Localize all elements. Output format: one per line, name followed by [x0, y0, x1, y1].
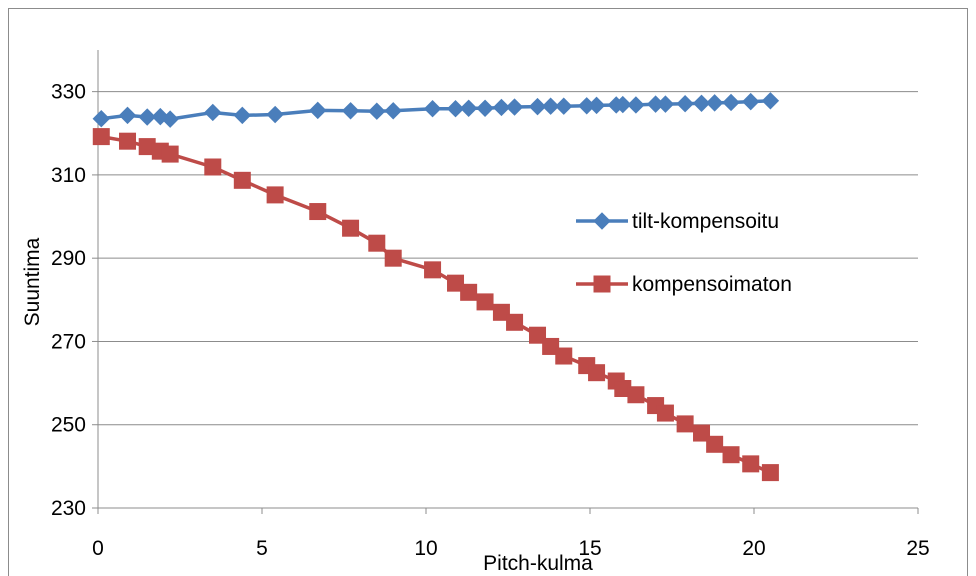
x-axis-title: Pitch-kulma — [483, 552, 593, 575]
data-point-1-19 — [542, 337, 560, 355]
data-point-0-17 — [505, 98, 524, 116]
data-point-1-9 — [342, 219, 360, 237]
data-point-0-9 — [341, 102, 360, 120]
data-point-0-14 — [459, 99, 478, 117]
data-point-1-16 — [492, 303, 510, 321]
data-point-1-29 — [693, 424, 711, 442]
y-axis-title: Suuntima — [21, 237, 44, 326]
x-tick-label-5: 5 — [256, 537, 268, 560]
data-point-0-16 — [492, 98, 511, 117]
data-point-1-32 — [742, 455, 760, 473]
series-line-1 — [100, 134, 772, 475]
data-point-0-18 — [528, 97, 547, 116]
data-point-1-31 — [722, 446, 740, 464]
legend-entry-0: tilt-kompensoitu — [576, 210, 779, 233]
data-point-1-12 — [424, 261, 442, 279]
x-tick-label-20: 20 — [742, 537, 765, 560]
y-tick-label-270: 270 — [51, 330, 86, 353]
data-point-0-7 — [266, 105, 284, 124]
legend-entry-1: kompensoimaton — [576, 273, 792, 296]
data-point-1-8 — [309, 203, 327, 221]
data-point-0-15 — [476, 99, 494, 117]
legend-marker-0 — [593, 212, 611, 230]
data-point-1-13 — [447, 274, 465, 292]
legend-label-0: tilt-kompensoitu — [632, 210, 779, 233]
tick-labels: 230 250 270 290 310 330 0 5 10 15 20 25 — [51, 81, 930, 560]
data-point-0-11 — [384, 102, 402, 120]
data-point-1-7 — [266, 186, 284, 204]
data-point-0-33 — [761, 92, 780, 110]
data-point-1-5 — [204, 158, 222, 176]
x-tick-label-0: 0 — [92, 537, 104, 560]
data-point-0-2 — [138, 108, 156, 126]
data-point-0-6 — [233, 106, 252, 125]
data-point-1-6 — [233, 171, 251, 189]
grid-lines — [98, 91, 918, 426]
data-point-0-1 — [118, 106, 137, 125]
data-point-1-30 — [706, 435, 724, 453]
data-point-1-27 — [656, 404, 674, 422]
y-tick-label-310: 310 — [51, 164, 86, 187]
data-point-0-30 — [705, 94, 724, 112]
data-point-1-20 — [555, 347, 573, 365]
data-point-1-33 — [761, 464, 779, 482]
data-point-0-25 — [627, 96, 645, 114]
data-point-1-17 — [506, 313, 524, 331]
series-0 — [92, 92, 780, 128]
data-point-1-4 — [161, 145, 179, 163]
x-tick-label-15: 15 — [578, 537, 601, 560]
data-point-0-13 — [446, 100, 465, 118]
x-tick-label-10: 10 — [414, 537, 437, 560]
y-tick-label-250: 250 — [51, 414, 86, 437]
data-point-1-15 — [476, 293, 494, 311]
data-point-0-0 — [92, 109, 110, 128]
data-point-0-28 — [676, 95, 694, 113]
data-point-0-24 — [614, 95, 632, 114]
legend: tilt-kompensoitu kompensoimaton — [576, 210, 792, 296]
series-layer — [92, 92, 780, 482]
data-point-0-32 — [742, 92, 760, 111]
data-point-1-0 — [92, 128, 110, 146]
x-tick-label-25: 25 — [906, 537, 929, 560]
data-point-1-25 — [627, 386, 645, 404]
data-point-0-5 — [204, 103, 222, 122]
axes — [92, 50, 919, 514]
y-tick-label-230: 230 — [51, 497, 86, 520]
data-point-0-10 — [368, 102, 386, 120]
data-point-0-22 — [587, 96, 606, 115]
data-point-1-18 — [529, 326, 547, 344]
data-point-1-10 — [368, 234, 386, 252]
chart-frame — [8, 8, 968, 576]
data-point-0-12 — [423, 100, 442, 118]
data-point-0-29 — [692, 94, 711, 113]
data-point-1-22 — [588, 364, 606, 382]
data-point-1-28 — [676, 415, 694, 433]
data-point-0-31 — [722, 93, 740, 112]
y-tick-label-330: 330 — [51, 81, 86, 104]
data-point-0-8 — [309, 101, 327, 120]
y-tick-label-290: 290 — [51, 247, 86, 270]
data-point-0-20 — [555, 97, 573, 115]
data-point-1-1 — [119, 132, 137, 150]
legend-label-1: kompensoimaton — [632, 273, 792, 296]
data-point-0-19 — [541, 97, 560, 115]
legend-marker-1 — [593, 275, 611, 293]
data-point-1-11 — [384, 249, 402, 267]
series-1 — [92, 128, 779, 482]
data-point-0-4 — [161, 110, 179, 128]
data-point-1-14 — [460, 283, 478, 301]
data-point-0-27 — [656, 95, 675, 113]
